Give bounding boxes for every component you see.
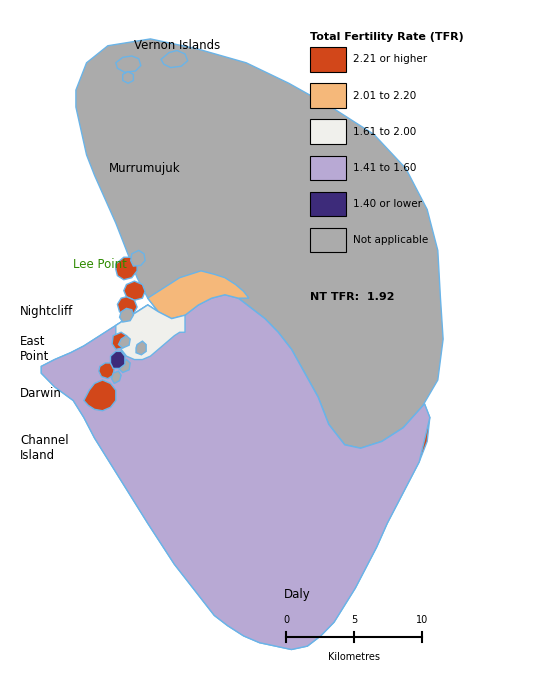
Polygon shape — [161, 51, 188, 68]
Polygon shape — [136, 341, 146, 355]
Polygon shape — [148, 271, 249, 319]
Text: 1.40 or lower: 1.40 or lower — [353, 199, 422, 209]
Text: Murrumujuk: Murrumujuk — [109, 162, 181, 175]
Polygon shape — [124, 281, 145, 300]
Text: Not applicable: Not applicable — [353, 235, 429, 245]
FancyBboxPatch shape — [310, 47, 346, 72]
Text: Vernon Islands: Vernon Islands — [134, 39, 220, 52]
Polygon shape — [119, 308, 133, 322]
Text: NT TFR:  1.92: NT TFR: 1.92 — [310, 292, 395, 302]
Text: Lee Point: Lee Point — [73, 258, 127, 271]
Polygon shape — [118, 360, 130, 373]
Text: 2.01 to 2.20: 2.01 to 2.20 — [353, 90, 416, 101]
Text: Kilometres: Kilometres — [328, 652, 380, 662]
Polygon shape — [99, 363, 114, 379]
Text: 2.21 or higher: 2.21 or higher — [353, 54, 427, 64]
Text: Channel
Island: Channel Island — [20, 434, 68, 462]
Polygon shape — [123, 72, 133, 84]
Text: 1.61 to 2.00: 1.61 to 2.00 — [353, 127, 416, 137]
Polygon shape — [111, 351, 125, 369]
Polygon shape — [41, 295, 430, 649]
Polygon shape — [116, 258, 137, 279]
Polygon shape — [131, 251, 145, 266]
Polygon shape — [84, 380, 116, 411]
Text: Nightcliff: Nightcliff — [20, 306, 73, 319]
Text: 0: 0 — [283, 615, 289, 625]
Text: 10: 10 — [416, 615, 428, 625]
Polygon shape — [76, 39, 443, 448]
FancyBboxPatch shape — [310, 192, 346, 216]
Polygon shape — [116, 305, 185, 360]
Polygon shape — [41, 295, 430, 649]
FancyBboxPatch shape — [310, 84, 346, 108]
Text: East
Point: East Point — [20, 336, 49, 363]
Text: Daly: Daly — [284, 588, 310, 601]
Polygon shape — [117, 297, 137, 316]
Polygon shape — [112, 332, 128, 349]
Polygon shape — [118, 336, 130, 348]
FancyBboxPatch shape — [310, 228, 346, 253]
Text: Darwin: Darwin — [20, 387, 62, 400]
Text: 5: 5 — [351, 615, 357, 625]
Text: Total Fertility Rate (TFR): Total Fertility Rate (TFR) — [310, 32, 464, 42]
Text: 1.41 to 1.60: 1.41 to 1.60 — [353, 163, 417, 173]
FancyBboxPatch shape — [310, 119, 346, 144]
Polygon shape — [116, 56, 141, 73]
Polygon shape — [112, 371, 121, 384]
FancyBboxPatch shape — [310, 155, 346, 180]
